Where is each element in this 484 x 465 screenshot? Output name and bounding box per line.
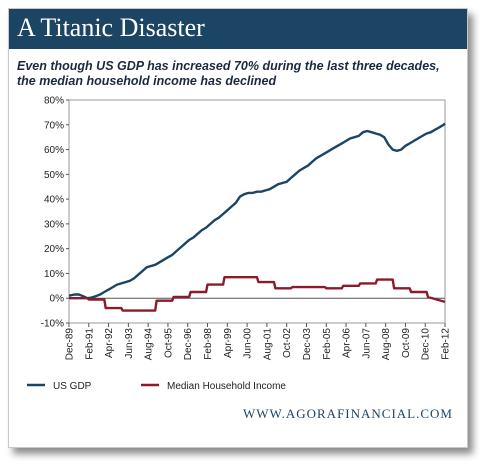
x-tick-label: Jun-00 — [243, 328, 254, 359]
x-tick-label: Apr-99 — [223, 328, 234, 358]
x-tick-label: Feb-98 — [203, 328, 214, 360]
y-tick-label: 50% — [44, 170, 64, 181]
page-title: A Titanic Disaster — [17, 13, 205, 42]
x-tick-label: Feb-91 — [84, 328, 95, 360]
legend-label: Median Household Income — [167, 381, 286, 392]
x-tick-label: Apr-06 — [342, 328, 353, 358]
y-tick-label: 10% — [44, 269, 64, 280]
legend-label: US GDP — [53, 381, 92, 392]
x-tick-label: Dec-89 — [65, 328, 76, 361]
y-tick-label: 20% — [44, 244, 64, 255]
gdp-line — [68, 122, 446, 300]
x-tick-label: Dec-03 — [302, 328, 313, 361]
chart-subtitle: Even though US GDP has increased 70% dur… — [17, 59, 457, 89]
y-tick-label: 40% — [44, 195, 64, 206]
x-tick-label: Dec-10 — [421, 328, 432, 361]
x-tick-label: Aug-08 — [381, 328, 392, 361]
subtitle-line-2: the median household income has declined — [17, 74, 277, 88]
x-tick-label: Aug-01 — [262, 328, 273, 361]
x-tick-label: Jun-93 — [124, 328, 135, 359]
income-line — [69, 276, 446, 312]
subtitle-line-1: Even though US GDP has increased 70% dur… — [17, 59, 440, 73]
x-tick-label: Oct-95 — [163, 328, 174, 358]
x-tick-label: Dec-96 — [183, 328, 194, 361]
y-tick-label: 80% — [44, 96, 64, 107]
x-tick-label: Feb-12 — [441, 328, 452, 360]
x-tick-label: Aug-94 — [144, 328, 155, 361]
title-banner: A Titanic Disaster — [9, 9, 467, 49]
x-tick-label: Feb-05 — [322, 328, 333, 360]
x-tick-label: Oct-09 — [401, 328, 412, 358]
x-tick-label: Oct-02 — [282, 328, 293, 358]
y-tick-label: 0% — [50, 294, 65, 305]
y-tick-label: 30% — [44, 219, 64, 230]
x-tick-label: Jun-07 — [361, 328, 372, 359]
plot-area — [68, 99, 446, 324]
source-url: WWW.AGORAFINANCIAL.COM — [242, 406, 453, 421]
y-tick-label: 60% — [44, 145, 64, 156]
line-chart: 80% 70% 60% 50% 40% 30% 20% 10% 0% -10%Dec-89 Feb-… — [27, 96, 452, 392]
y-tick-label: 70% — [44, 120, 64, 131]
x-tick-label: Apr-92 — [104, 328, 115, 358]
y-tick-label: -10% — [41, 319, 64, 330]
chart-card: A Titanic Disaster Even though US GDP ha… — [8, 8, 468, 448]
